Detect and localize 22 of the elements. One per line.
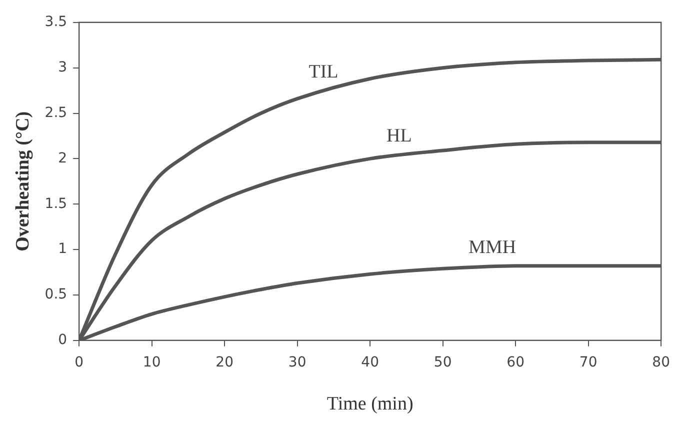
x-tick-label: 20 bbox=[216, 354, 234, 370]
x-tick-label: 60 bbox=[506, 354, 524, 370]
series-label: TIL bbox=[308, 62, 338, 83]
y-tick-label: 1 bbox=[58, 241, 68, 258]
x-tick-label: 80 bbox=[652, 354, 670, 370]
x-tick-label: 0 bbox=[74, 354, 84, 370]
x-tick-label: 10 bbox=[142, 354, 161, 370]
y-tick-label: 2.5 bbox=[44, 104, 68, 121]
y-tick-label: 1.5 bbox=[44, 196, 68, 212]
y-tick-label: 3 bbox=[58, 59, 68, 76]
series-label: MMH bbox=[468, 236, 516, 258]
x-tick-label: 50 bbox=[434, 354, 452, 370]
y-tick-label: 0 bbox=[58, 332, 68, 348]
x-tick-label: 30 bbox=[288, 354, 306, 370]
y-axis-title: Overheating (°C) bbox=[12, 111, 34, 252]
series-label: HL bbox=[386, 125, 412, 146]
x-tick-label: 70 bbox=[579, 354, 598, 370]
y-tick-label: 0.5 bbox=[44, 286, 68, 303]
x-tick-label: 40 bbox=[361, 354, 379, 370]
y-tick-label: 2 bbox=[58, 150, 68, 166]
x-axis-title: Time (min) bbox=[326, 394, 414, 415]
y-tick-label: 3.5 bbox=[44, 14, 68, 30]
